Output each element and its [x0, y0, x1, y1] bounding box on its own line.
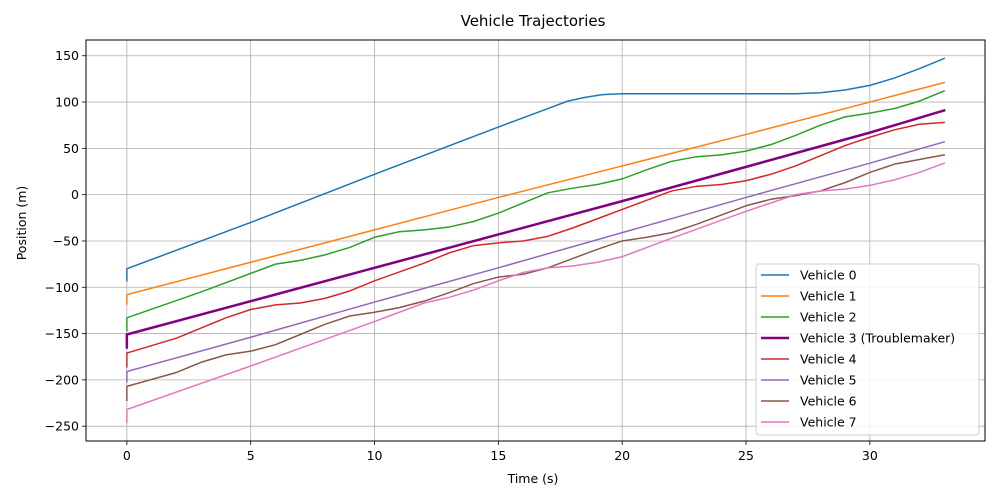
y-tick-label: 50	[63, 141, 79, 156]
plot-frame	[85, 39, 986, 442]
y-axis-ticks: −250 −200 −150 −100 −50 0 50 100 150	[45, 48, 86, 434]
x-tick-label: 30	[862, 448, 878, 463]
x-axis-ticks: 0 5 10 15 20 25 30	[123, 441, 878, 463]
series-line-vehicle-0	[126, 57, 946, 282]
x-tick-label: 20	[614, 448, 630, 463]
legend-label-vehicle-1: Vehicle 1	[800, 289, 857, 304]
y-tick-label: −150	[45, 326, 79, 341]
series-line-vehicle-2	[126, 89, 946, 332]
x-tick-label: 15	[490, 448, 506, 463]
legend-label-vehicle-4: Vehicle 4	[800, 352, 857, 367]
series-line-vehicle-7	[126, 162, 946, 424]
series-line-vehicle-3	[125, 108, 946, 349]
legend-label-vehicle-2: Vehicle 2	[800, 310, 857, 325]
y-tick-label: 100	[55, 95, 79, 110]
series-layer	[125, 57, 946, 424]
series-line-vehicle-5	[126, 140, 946, 383]
y-tick-label: −50	[53, 233, 79, 248]
legend-label-vehicle-3: Vehicle 3 (Troublemaker)	[800, 331, 955, 346]
series-line-vehicle-1	[126, 81, 946, 305]
legend-box	[755, 263, 980, 436]
x-tick-label: 25	[738, 448, 754, 463]
y-tick-label: 0	[71, 187, 79, 202]
y-tick-label: −250	[45, 419, 79, 434]
x-tick-label: 0	[123, 448, 131, 463]
legend-label-vehicle-0: Vehicle 0	[800, 268, 857, 283]
y-tick-label: −100	[45, 280, 79, 295]
x-tick-label: 10	[367, 448, 383, 463]
x-axis-label: Time (s)	[507, 471, 559, 486]
y-tick-label: −200	[45, 372, 79, 387]
y-tick-label: 150	[55, 48, 79, 63]
series-line-vehicle-4	[126, 121, 945, 368]
y-axis-label: Position (m)	[14, 186, 29, 261]
legend: Vehicle 0 Vehicle 1 Vehicle 2 Vehicle 3 (Tr…	[755, 263, 980, 436]
legend-label-vehicle-5: Vehicle 5	[800, 373, 857, 388]
legend-label-vehicle-6: Vehicle 6	[800, 394, 857, 409]
legend-label-vehicle-7: Vehicle 7	[800, 415, 857, 430]
chart-title: Vehicle Trajectories	[461, 12, 606, 30]
x-tick-label: 5	[247, 448, 255, 463]
